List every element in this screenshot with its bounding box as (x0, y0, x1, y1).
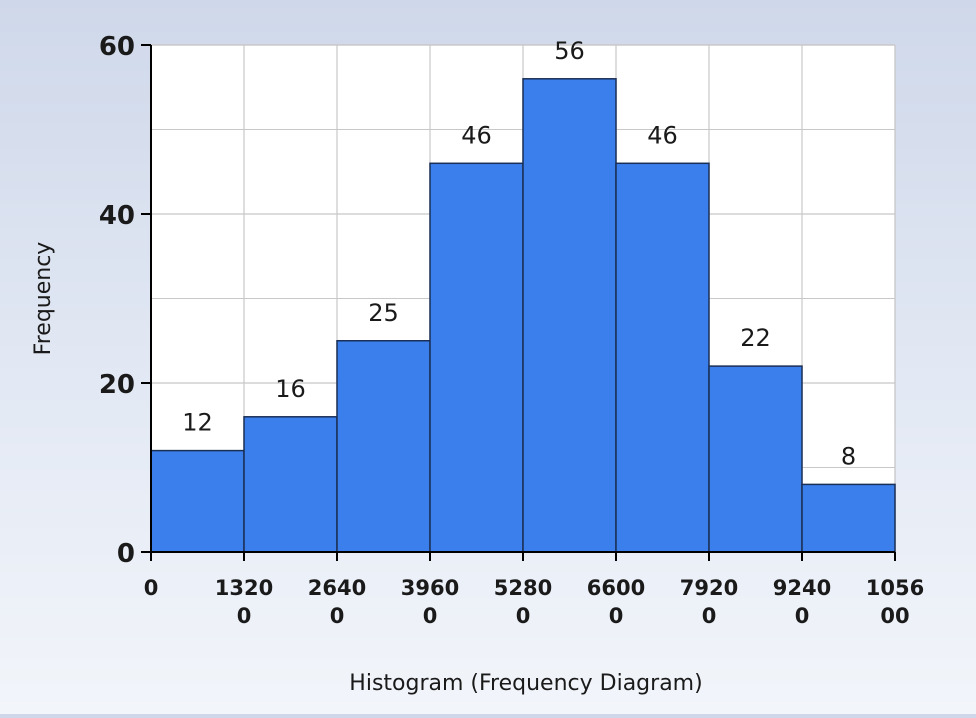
y-tick-labels: 0 20 40 60 (99, 32, 135, 569)
bar (801, 483, 896, 553)
bar (522, 78, 617, 553)
y-tick-label: 60 (99, 32, 135, 62)
data-label: 12 (182, 409, 213, 437)
y-tick-label: 20 (99, 370, 135, 400)
x-tick-label: 5280 0 (494, 576, 552, 628)
data-label: 8 (841, 442, 856, 470)
bar (243, 416, 338, 553)
bar (150, 449, 245, 553)
y-tick-label: 0 (117, 539, 135, 569)
x-tick-label: 0 (144, 576, 159, 600)
data-label: 56 (554, 37, 585, 65)
bar (615, 162, 710, 553)
data-label: 22 (740, 324, 771, 352)
bar (429, 162, 524, 553)
bar (708, 365, 803, 553)
data-labels: 12 16 25 46 56 46 22 8 (182, 37, 856, 471)
x-tick-label: 3960 0 (401, 576, 459, 628)
data-label: 46 (647, 121, 678, 149)
data-label: 25 (368, 299, 399, 327)
data-label: 46 (461, 121, 492, 149)
x-tick-labels: 0 1320 0 2640 0 3960 0 5280 0 6600 0 7920 0 9240 0 1056… (144, 576, 925, 628)
x-tick-label: 6600 0 (587, 576, 645, 628)
data-label: 16 (275, 375, 306, 403)
y-tick-label: 40 (99, 201, 135, 231)
bar (336, 340, 431, 553)
x-axis-label: Histogram (Frequency Diagram) (349, 671, 702, 696)
x-tick-label: 1320 0 (215, 576, 273, 628)
bars (150, 78, 896, 553)
x-tick-label: 2640 0 (308, 576, 366, 628)
x-tick-label: 7920 0 (680, 576, 738, 628)
y-axis-label: Frequency (31, 242, 56, 356)
axes (141, 44, 896, 561)
x-tick-label: 9240 0 (773, 576, 831, 628)
x-tick-label: 1056 00 (866, 576, 924, 628)
